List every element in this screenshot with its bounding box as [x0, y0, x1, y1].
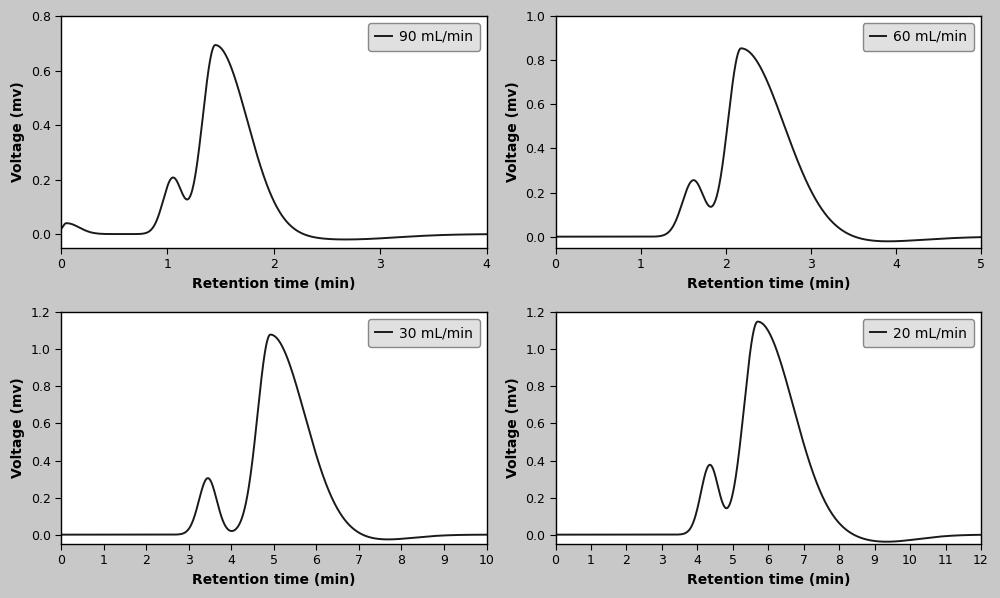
Legend: 20 mL/min: 20 mL/min — [863, 319, 974, 347]
X-axis label: Retention time (min): Retention time (min) — [192, 277, 356, 291]
Y-axis label: Voltage (mv): Voltage (mv) — [11, 378, 25, 478]
Legend: 60 mL/min: 60 mL/min — [863, 23, 974, 51]
Y-axis label: Voltage (mv): Voltage (mv) — [11, 81, 25, 182]
Y-axis label: Voltage (mv): Voltage (mv) — [506, 81, 520, 182]
Legend: 90 mL/min: 90 mL/min — [368, 23, 480, 51]
X-axis label: Retention time (min): Retention time (min) — [687, 573, 850, 587]
Y-axis label: Voltage (mv): Voltage (mv) — [506, 378, 520, 478]
Legend: 30 mL/min: 30 mL/min — [368, 319, 480, 347]
X-axis label: Retention time (min): Retention time (min) — [687, 277, 850, 291]
X-axis label: Retention time (min): Retention time (min) — [192, 573, 356, 587]
